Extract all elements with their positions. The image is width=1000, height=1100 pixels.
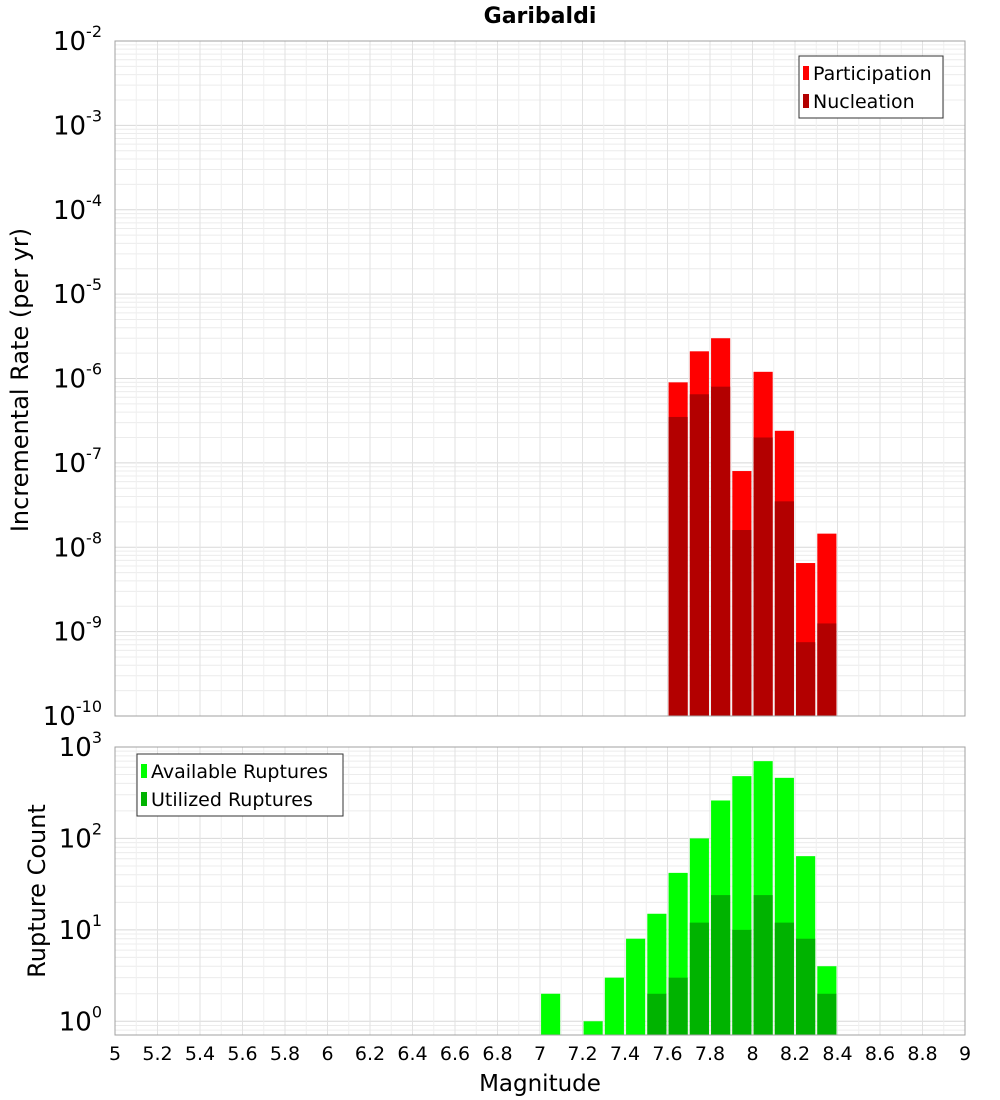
bar-secondary [711, 895, 731, 1035]
bar-secondary [668, 416, 688, 716]
x-tick-label: 5.4 [185, 1043, 215, 1065]
legend-box [136, 753, 344, 817]
bar-secondary [774, 501, 794, 716]
x-tick-label: 6.8 [482, 1043, 512, 1065]
bar-secondary [753, 437, 773, 716]
plot-frame [114, 40, 966, 717]
legend-label: Utilized Ruptures [151, 789, 313, 811]
bar-secondary [647, 993, 667, 1035]
bar-secondary [817, 993, 837, 1035]
top-y-axis-label: Incremental Rate (per yr) [6, 228, 34, 532]
x-tick-label: 8.2 [780, 1043, 810, 1065]
y-tick-label: 100 [59, 1002, 102, 1037]
bar-secondary [689, 394, 709, 716]
top-panel: 10-10 10-9 10-8 10-7 10-6 10-5 10-4 10-3 10-2 Par… [43, 22, 966, 732]
legend-swatch [141, 792, 147, 806]
x-tick-label: 8.4 [822, 1043, 852, 1065]
bar-secondary [817, 623, 837, 716]
bar-secondary [774, 922, 794, 1035]
bar-secondary [796, 938, 816, 1035]
legend-swatch [803, 94, 809, 108]
y-tick-label: 101 [59, 911, 102, 946]
x-tick-label: 5.2 [142, 1043, 172, 1065]
bar-primary [541, 993, 561, 1035]
bar-secondary [711, 386, 731, 716]
legend-label: Available Ruptures [151, 761, 328, 783]
y-tick-label: 102 [59, 819, 102, 854]
bar-secondary [796, 642, 816, 716]
bar-primary [583, 1021, 603, 1035]
chart-title: Garibaldi [484, 4, 597, 29]
x-tick-label: 8.8 [907, 1043, 937, 1065]
legend-box [798, 55, 944, 119]
bottom-panel: 100 101 102 103 Available Ruptures Utilized R… [59, 728, 971, 1065]
legend-label: Nucleation [813, 91, 915, 113]
bottom-y-axis-label: Rupture Count [23, 804, 51, 978]
bar-secondary [668, 977, 688, 1035]
x-tick-label: 9 [959, 1043, 971, 1065]
x-tick-label: 7.8 [695, 1043, 725, 1065]
x-tick-label: 6.4 [397, 1043, 427, 1065]
plot-frame [114, 746, 966, 1036]
bar-primary [626, 938, 646, 1035]
bar-secondary [689, 922, 709, 1035]
x-axis-label: Magnitude [479, 1071, 601, 1097]
x-tick-label: 5 [109, 1043, 121, 1065]
y-tick-label: 10-10 [43, 697, 102, 732]
legend-label: Participation [813, 63, 932, 85]
x-tick-label: 5.8 [270, 1043, 300, 1065]
bar-secondary [732, 929, 752, 1035]
x-tick-label: 8 [746, 1043, 758, 1065]
x-tick-label: 7.2 [567, 1043, 597, 1065]
x-tick-label: 6.2 [355, 1043, 385, 1065]
x-tick-label: 7 [534, 1043, 546, 1065]
y-tick-label: 10-3 [53, 106, 102, 141]
y-tick-label: 10-7 [53, 444, 102, 479]
y-tick-label: 103 [59, 728, 102, 763]
y-tick-label: 10-9 [53, 613, 102, 648]
bar-secondary [732, 530, 752, 716]
x-tick-label: 8.6 [865, 1043, 895, 1065]
y-tick-label: 10-6 [53, 360, 102, 395]
bar-secondary [753, 895, 773, 1035]
bar-primary [604, 977, 624, 1035]
y-tick-label: 10-2 [53, 22, 102, 57]
y-tick-label: 10-8 [53, 528, 102, 563]
x-tick-label: 7.4 [610, 1043, 640, 1065]
y-tick-label: 10-5 [53, 275, 102, 310]
x-tick-label: 5.6 [227, 1043, 257, 1065]
x-tick-label: 6 [321, 1043, 333, 1065]
x-tick-label: 6.6 [440, 1043, 470, 1065]
y-tick-label: 10-4 [53, 191, 102, 226]
x-tick-label: 7.6 [652, 1043, 682, 1065]
legend-swatch [803, 66, 809, 80]
legend-swatch [141, 764, 147, 778]
